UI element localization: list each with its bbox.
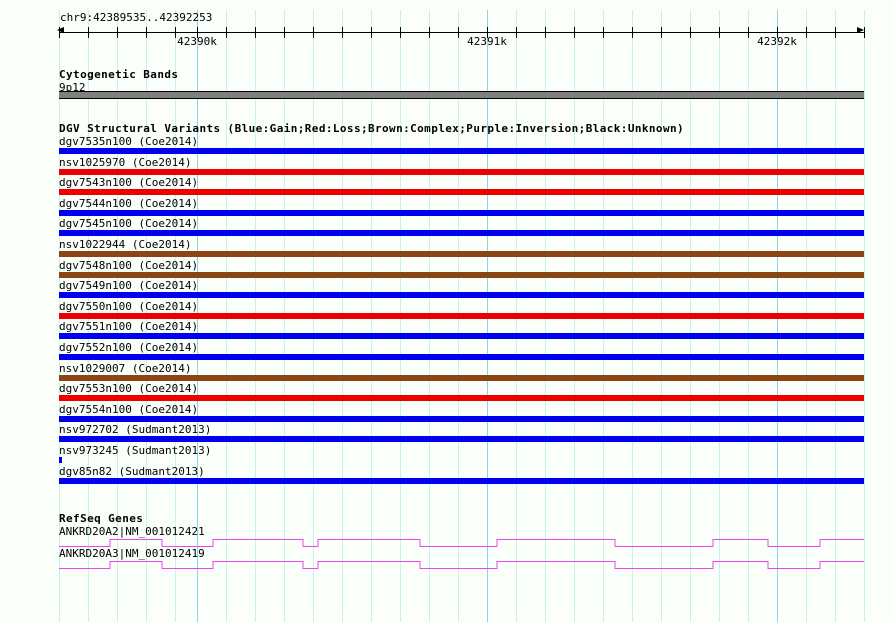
ruler-tick <box>88 27 89 38</box>
ruler-tick <box>806 27 807 38</box>
cytoband-bar[interactable] <box>59 91 864 99</box>
ruler-tick-label: 42390k <box>177 35 217 48</box>
ruler-tick <box>719 27 720 38</box>
variant-bar[interactable] <box>59 292 864 299</box>
ruler-tick <box>59 27 60 38</box>
variant-bar[interactable] <box>59 312 864 319</box>
variant-label: dgv7545n100 (Coe2014) <box>59 217 199 231</box>
variant-label: nsv1022944 (Coe2014) <box>59 238 192 251</box>
ruler-tick <box>255 27 256 38</box>
ruler-tick <box>117 27 118 38</box>
ruler-tick-label: 42392k <box>757 35 797 48</box>
ruler-tick <box>458 27 459 38</box>
ruler-tick <box>400 27 401 38</box>
ruler-tick <box>342 27 343 38</box>
variant-label: dgv7550n100 (Coe2014) <box>59 299 199 313</box>
variant-bar[interactable] <box>59 251 864 257</box>
variant-bar[interactable] <box>59 148 864 154</box>
variant-label: nsv1025970 (Coe2014) <box>59 155 192 169</box>
ruler-tick <box>429 27 430 38</box>
refseq-section-title: RefSeq Genes <box>59 512 144 525</box>
variant-label: dgv85n82 (Sudmant2013) <box>59 464 205 478</box>
variant-bar[interactable] <box>59 477 864 484</box>
ruler-tick <box>864 27 865 38</box>
ruler-tick <box>603 27 604 38</box>
gene-exon-intron-path <box>59 538 864 548</box>
variant-label: dgv7543n100 (Coe2014) <box>59 176 199 190</box>
variant-label: dgv7551n100 (Coe2014) <box>59 320 199 334</box>
variant-label: nsv973245 (Sudmant2013) <box>59 444 212 457</box>
variant-bar[interactable] <box>59 209 864 216</box>
ruler-tick <box>516 27 517 38</box>
variant-label: dgv7552n100 (Coe2014) <box>59 341 199 354</box>
dgv-section-title: DGV Structural Variants (Blue:Gain;Red:L… <box>59 122 685 135</box>
variant-label: dgv7553n100 (Coe2014) <box>59 382 199 396</box>
gene-model[interactable] <box>0 557 890 571</box>
arrow-right-icon[interactable] <box>857 27 864 33</box>
ruler-tick <box>226 27 227 38</box>
gene-model[interactable] <box>0 535 890 549</box>
variant-bar[interactable] <box>59 354 864 360</box>
ruler-tick <box>371 27 372 38</box>
cytogenetic-section-title: Cytogenetic Bands <box>59 68 179 81</box>
variant-bar[interactable] <box>59 457 62 463</box>
variant-bar[interactable] <box>59 333 864 340</box>
ruler-tick <box>487 27 488 38</box>
variant-bar[interactable] <box>59 436 864 443</box>
variant-bar[interactable] <box>59 168 864 175</box>
ruler-tick <box>748 27 749 38</box>
variant-bar[interactable] <box>59 395 864 402</box>
ruler-tick <box>632 27 633 38</box>
ruler-tick <box>175 27 176 38</box>
ruler-tick <box>777 27 778 38</box>
variant-label: dgv7554n100 (Coe2014) <box>59 402 199 416</box>
ruler-tick <box>690 27 691 38</box>
ruler-tick <box>284 27 285 38</box>
locus-label: chr9:42389535..42392253 <box>60 11 213 24</box>
gene-label: ANKRD20A3|NM_001012419 <box>59 547 205 560</box>
variant-bar[interactable] <box>59 271 864 278</box>
variant-label: nsv1029007 (Coe2014) <box>59 361 192 375</box>
axis-line <box>59 32 864 33</box>
variant-label: dgv7535n100 (Coe2014) <box>59 135 199 148</box>
ruler-tick <box>197 27 198 38</box>
ruler-tick-label: 42391k <box>467 35 507 48</box>
variant-label: dgv7549n100 (Coe2014) <box>59 279 199 293</box>
variant-label: dgv7548n100 (Coe2014) <box>59 258 199 272</box>
ruler-tick <box>313 27 314 38</box>
variant-bar[interactable] <box>59 189 864 196</box>
ruler-tick <box>574 27 575 38</box>
grid-line <box>864 10 865 622</box>
variant-bar[interactable] <box>59 374 864 381</box>
variant-label: dgv7544n100 (Coe2014) <box>59 196 199 210</box>
gene-label: ANKRD20A2|NM_001012421 <box>59 525 205 538</box>
gene-exon-intron-path <box>59 560 864 570</box>
variant-label: nsv972702 (Sudmant2013) <box>59 423 212 437</box>
ruler-tick <box>146 27 147 38</box>
ruler-tick <box>835 27 836 38</box>
cytoband-label: 9p12 <box>59 81 86 94</box>
variant-bar[interactable] <box>59 230 864 237</box>
ruler-tick <box>661 27 662 38</box>
variant-bar[interactable] <box>59 415 864 422</box>
ruler-tick <box>545 27 546 38</box>
coordinate-ruler[interactable]: chr9:42389535..42392253 42390k 42391k 4239… <box>0 0 890 52</box>
arrow-left-icon[interactable] <box>57 27 64 33</box>
